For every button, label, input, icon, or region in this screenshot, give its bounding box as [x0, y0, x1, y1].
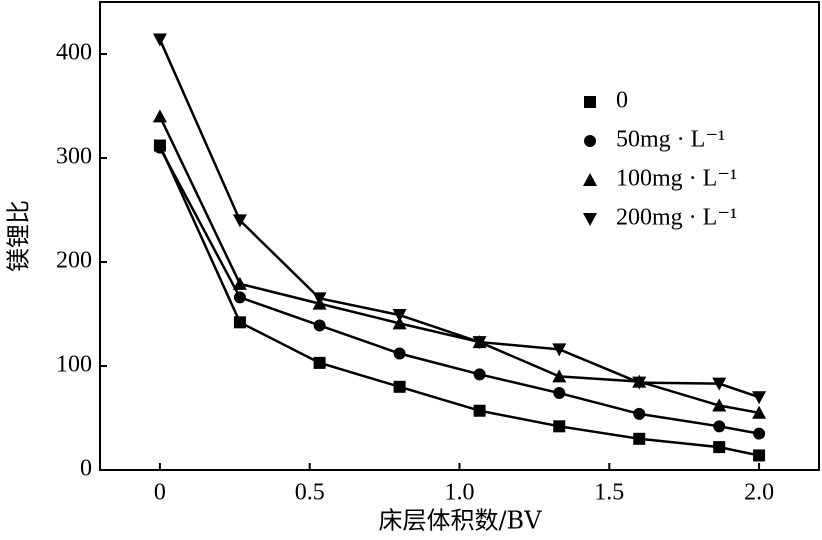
- legend-label: 200mg · L⁻¹: [616, 205, 737, 231]
- y-tick-label: 300: [56, 144, 92, 170]
- marker: [752, 391, 767, 405]
- marker: [232, 276, 247, 290]
- legend-label: 50mg · L⁻¹: [616, 127, 725, 153]
- marker: [473, 404, 486, 417]
- x-tick-label: 1.5: [594, 480, 624, 506]
- marker: [153, 141, 166, 154]
- marker: [152, 109, 167, 123]
- marker: [753, 427, 766, 440]
- marker: [392, 316, 407, 330]
- marker: [233, 291, 246, 304]
- y-tick-label: 400: [56, 40, 92, 66]
- legend-marker: [583, 213, 597, 226]
- marker: [393, 380, 406, 393]
- marker: [753, 449, 766, 462]
- marker: [232, 214, 247, 228]
- marker: [633, 407, 646, 420]
- marker: [712, 377, 727, 391]
- marker: [633, 432, 646, 445]
- legend-marker: [583, 173, 597, 186]
- marker: [552, 369, 567, 383]
- y-tick-label: 200: [56, 248, 92, 274]
- y-tick-label: 100: [56, 352, 92, 378]
- marker: [152, 33, 167, 47]
- marker: [233, 316, 246, 329]
- legend-label: 0: [616, 88, 628, 114]
- marker: [632, 376, 647, 390]
- x-tick-label: 0.5: [295, 480, 325, 506]
- marker: [473, 368, 486, 381]
- marker: [392, 309, 407, 323]
- x-tick-label: 1.0: [445, 480, 475, 506]
- x-tick-label: 2.0: [744, 480, 774, 506]
- marker: [712, 398, 727, 412]
- legend-label: 100mg · L⁻¹: [616, 166, 737, 192]
- marker: [552, 343, 567, 357]
- marker: [313, 319, 326, 332]
- marker: [713, 420, 726, 433]
- x-axis-label: 床层体积数/BV: [378, 507, 542, 535]
- y-axis-label: 镁锂比: [5, 200, 33, 272]
- x-tick-label: 0: [154, 480, 166, 506]
- y-tick-label: 0: [80, 456, 92, 482]
- marker: [393, 347, 406, 360]
- marker: [752, 405, 767, 419]
- legend-marker: [584, 135, 596, 147]
- marker: [553, 420, 566, 433]
- marker: [312, 292, 327, 306]
- marker: [713, 441, 726, 454]
- marker: [313, 356, 326, 369]
- legend-marker: [584, 96, 596, 108]
- marker: [472, 336, 487, 350]
- marker: [553, 387, 566, 400]
